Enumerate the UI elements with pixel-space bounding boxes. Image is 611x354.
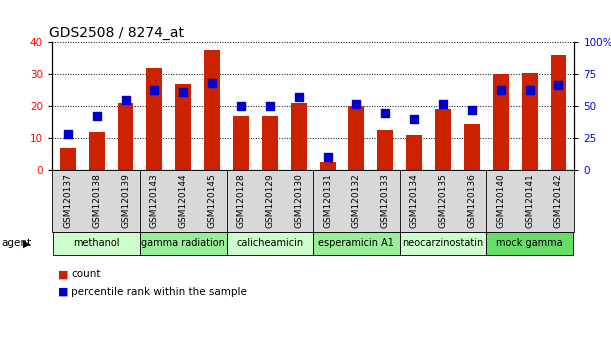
Text: GSM120140: GSM120140 — [496, 173, 505, 228]
Bar — [551, 55, 566, 170]
Bar — [233, 116, 249, 170]
Point — [120, 97, 130, 103]
Text: GSM120128: GSM120128 — [236, 173, 246, 228]
Point — [554, 82, 563, 87]
Point — [294, 95, 304, 100]
Bar — [320, 162, 335, 170]
Bar — [435, 109, 451, 170]
Text: GDS2508 / 8274_at: GDS2508 / 8274_at — [49, 26, 185, 40]
Text: GSM120141: GSM120141 — [525, 173, 534, 228]
Point — [496, 87, 506, 92]
Text: GSM120130: GSM120130 — [295, 173, 303, 228]
Point — [265, 103, 275, 109]
Text: GSM120138: GSM120138 — [92, 173, 101, 228]
Text: esperamicin A1: esperamicin A1 — [318, 238, 394, 249]
Bar — [522, 73, 538, 170]
Point — [323, 154, 332, 160]
Bar — [147, 68, 163, 170]
Point — [150, 87, 159, 92]
Point — [438, 101, 448, 107]
Text: calicheamicin: calicheamicin — [236, 238, 304, 249]
Text: GSM120132: GSM120132 — [352, 173, 361, 228]
Text: GSM120129: GSM120129 — [265, 173, 274, 228]
Text: GSM120133: GSM120133 — [381, 173, 390, 228]
Text: agent: agent — [1, 238, 31, 249]
Point — [178, 89, 188, 95]
Text: neocarzinostatin: neocarzinostatin — [403, 238, 484, 249]
Bar — [89, 132, 104, 170]
Bar — [262, 116, 278, 170]
Point — [467, 107, 477, 113]
Bar — [60, 148, 76, 170]
Bar — [117, 103, 133, 170]
Point — [63, 131, 73, 137]
Text: ■: ■ — [58, 287, 68, 297]
Bar — [493, 74, 509, 170]
Point — [351, 101, 361, 107]
Bar — [464, 124, 480, 170]
Text: GSM120135: GSM120135 — [439, 173, 447, 228]
Bar — [378, 130, 393, 170]
Text: GSM120144: GSM120144 — [179, 173, 188, 228]
Text: mock gamma: mock gamma — [496, 238, 563, 249]
Text: GSM120131: GSM120131 — [323, 173, 332, 228]
Text: GSM120137: GSM120137 — [64, 173, 72, 228]
Text: GSM120139: GSM120139 — [121, 173, 130, 228]
Text: ▶: ▶ — [23, 238, 30, 249]
Point — [236, 103, 246, 109]
Point — [207, 80, 217, 86]
Point — [92, 114, 101, 119]
Point — [409, 116, 419, 122]
Text: GSM120145: GSM120145 — [208, 173, 217, 228]
Text: count: count — [71, 269, 101, 279]
Point — [525, 87, 535, 92]
Bar — [175, 84, 191, 170]
Text: GSM120142: GSM120142 — [554, 173, 563, 228]
Bar — [204, 50, 220, 170]
Point — [381, 110, 390, 115]
Text: GSM120143: GSM120143 — [150, 173, 159, 228]
Text: GSM120136: GSM120136 — [467, 173, 477, 228]
Text: gamma radiation: gamma radiation — [141, 238, 225, 249]
Bar — [291, 103, 307, 170]
Text: percentile rank within the sample: percentile rank within the sample — [71, 287, 247, 297]
Text: GSM120134: GSM120134 — [409, 173, 419, 228]
Text: methanol: methanol — [73, 238, 120, 249]
Bar — [406, 135, 422, 170]
Bar — [348, 106, 364, 170]
Text: ■: ■ — [58, 269, 68, 279]
